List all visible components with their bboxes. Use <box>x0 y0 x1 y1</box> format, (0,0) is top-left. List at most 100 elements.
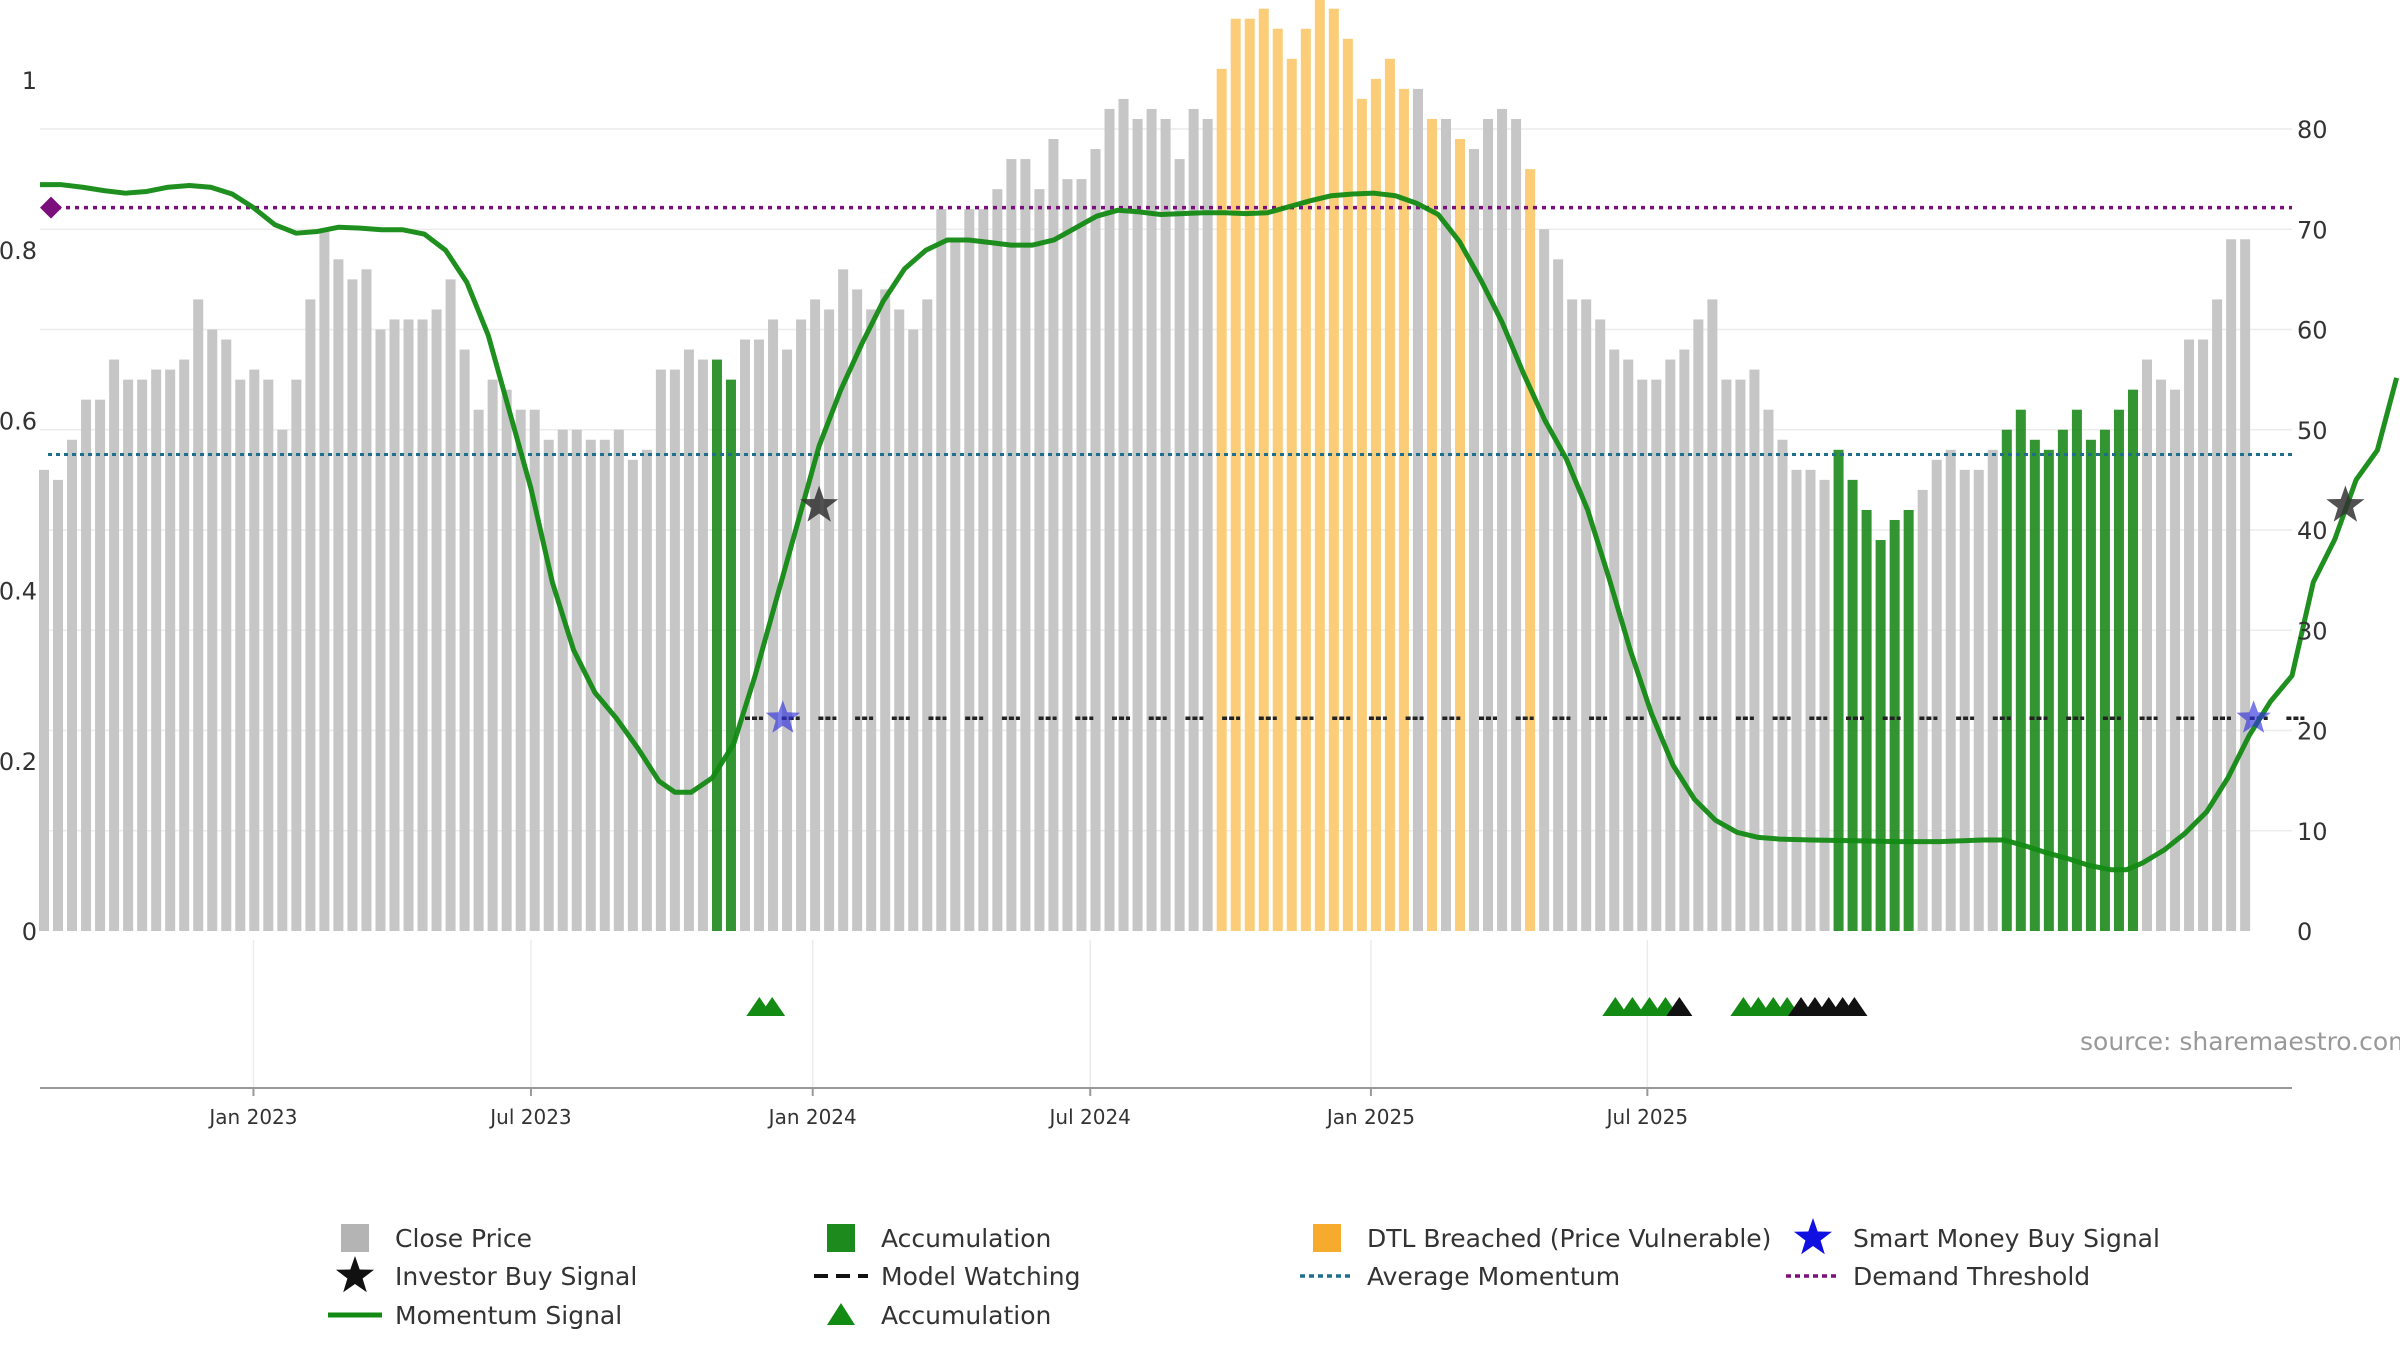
dtl-breached-bar <box>1300 28 1311 931</box>
close-price-bar <box>165 369 176 932</box>
close-price-bar <box>333 259 344 931</box>
close-price-bar <box>2226 239 2237 931</box>
close-price-bar <box>683 349 694 931</box>
x-tick-label: Jul 2023 <box>488 1105 571 1129</box>
dtl-breached-bar <box>1286 58 1297 931</box>
close-price-bar <box>53 479 64 931</box>
close-price-bar <box>1174 159 1185 931</box>
close-price-bar <box>459 349 470 931</box>
dtl-breached-bar <box>1258 8 1269 931</box>
accumulation-bar <box>2099 429 2110 931</box>
close-price-bar <box>347 279 358 931</box>
accumulation-bar <box>2113 409 2124 931</box>
close-price-bar <box>1188 108 1199 931</box>
close-price-bar <box>880 289 891 931</box>
close-price-bar <box>1034 189 1045 931</box>
legend-item: DTL Breached (Price Vulnerable) <box>1313 1224 1771 1253</box>
close-price-bar <box>305 299 316 931</box>
legend-item: Demand Threshold <box>1786 1262 2090 1291</box>
x-tick-label: Jan 2024 <box>767 1105 857 1129</box>
left-tick-label: 0.8 <box>0 237 37 265</box>
close-price-bar <box>1076 179 1087 931</box>
accumulation-triangle <box>1602 997 1629 1016</box>
legend-label: Accumulation <box>881 1301 1051 1330</box>
close-price-bar <box>2240 239 2251 931</box>
close-price-bar <box>1132 118 1143 932</box>
close-price-bar <box>824 309 835 931</box>
legend-item: Investor Buy Signal <box>336 1256 637 1293</box>
close-price-bar <box>655 369 666 932</box>
close-price-bar <box>599 439 610 931</box>
close-price-bar <box>1735 379 1746 931</box>
close-price-bar <box>1020 159 1031 931</box>
close-price-bar <box>445 279 456 931</box>
close-price-bar <box>992 189 1003 931</box>
signal-markers <box>746 485 2365 1016</box>
accumulation-bar <box>2043 449 2054 931</box>
close-price-bar <box>768 319 779 932</box>
close-price-bar <box>1441 118 1451 932</box>
close-price-bar <box>319 229 330 931</box>
close-price-bar <box>39 469 49 931</box>
dtl-breached-bar <box>1272 28 1283 931</box>
dtl-breached-bar <box>1216 68 1227 932</box>
close-price-bar <box>1412 88 1423 931</box>
momentum-signal-line <box>40 182 2400 873</box>
close-price-bar <box>1595 319 1606 932</box>
close-price-bar <box>263 379 274 931</box>
accumulation-bar <box>2071 409 2082 931</box>
close-price-bar <box>81 399 92 931</box>
legend-label: Momentum Signal <box>395 1301 622 1330</box>
dtl-breached-bar <box>1328 8 1339 931</box>
close-price-bar <box>179 359 190 931</box>
dtl-breached-bar <box>1384 58 1395 931</box>
close-price-bar <box>207 329 218 931</box>
right-tick-label: 50 <box>2297 417 2328 445</box>
close-price-bar <box>2184 339 2195 931</box>
accumulation-bar <box>711 359 722 931</box>
close-price-bar <box>123 379 134 931</box>
legend-item: Smart Money Buy Signal <box>1794 1218 2160 1255</box>
close-price-bar <box>2156 379 2167 931</box>
dtl-breached-bar <box>1370 78 1381 931</box>
accumulation-bar <box>1875 540 1886 931</box>
dtl-breached-bar <box>1230 18 1241 932</box>
dtl-breached-bar <box>1244 18 1255 932</box>
close-price-bar <box>894 309 905 931</box>
close-price-bar <box>2170 389 2181 931</box>
legend-label: Close Price <box>395 1224 532 1253</box>
dtl-breached-bar <box>1455 139 1466 931</box>
close-price-bar <box>1763 409 1774 931</box>
x-tick-label: Jan 2023 <box>207 1105 297 1129</box>
dtl-breached-bar <box>1342 38 1353 931</box>
right-tick-label: 70 <box>2297 216 2328 244</box>
dtl-breached-bar <box>1426 118 1437 932</box>
legend-star-icon <box>336 1256 374 1293</box>
right-tick-label: 20 <box>2297 718 2328 746</box>
close-price-bar <box>2212 299 2223 931</box>
dtl-breached-bar <box>1356 98 1367 932</box>
legend-label: Average Momentum <box>1367 1262 1620 1291</box>
legend-label: DTL Breached (Price Vulnerable) <box>1367 1224 1771 1253</box>
legend-label: Smart Money Buy Signal <box>1853 1224 2160 1253</box>
close-price-bar <box>1931 459 1942 931</box>
close-price-bar <box>950 239 961 931</box>
close-price-bar <box>249 369 260 932</box>
legend-triangle-icon <box>827 1303 855 1325</box>
close-price-bar <box>1665 359 1676 931</box>
close-price-bar <box>375 329 386 931</box>
legend-star-icon <box>1794 1218 1832 1255</box>
close-price-bar <box>669 369 680 932</box>
close-price-bar <box>221 339 232 931</box>
close-price-bar <box>389 319 400 932</box>
signal-lines <box>40 182 2400 873</box>
accumulation-bar <box>2001 429 2012 931</box>
close-price-bar <box>1483 118 1494 932</box>
close-price-bar <box>1819 479 1830 931</box>
accumulation-bar <box>2127 389 2138 931</box>
legend-item: Momentum Signal <box>328 1301 622 1330</box>
close-price-bar <box>193 299 204 931</box>
close-price-bar <box>1118 98 1129 932</box>
accumulation-triangle <box>1666 997 1693 1016</box>
close-price-bar <box>1511 118 1522 932</box>
